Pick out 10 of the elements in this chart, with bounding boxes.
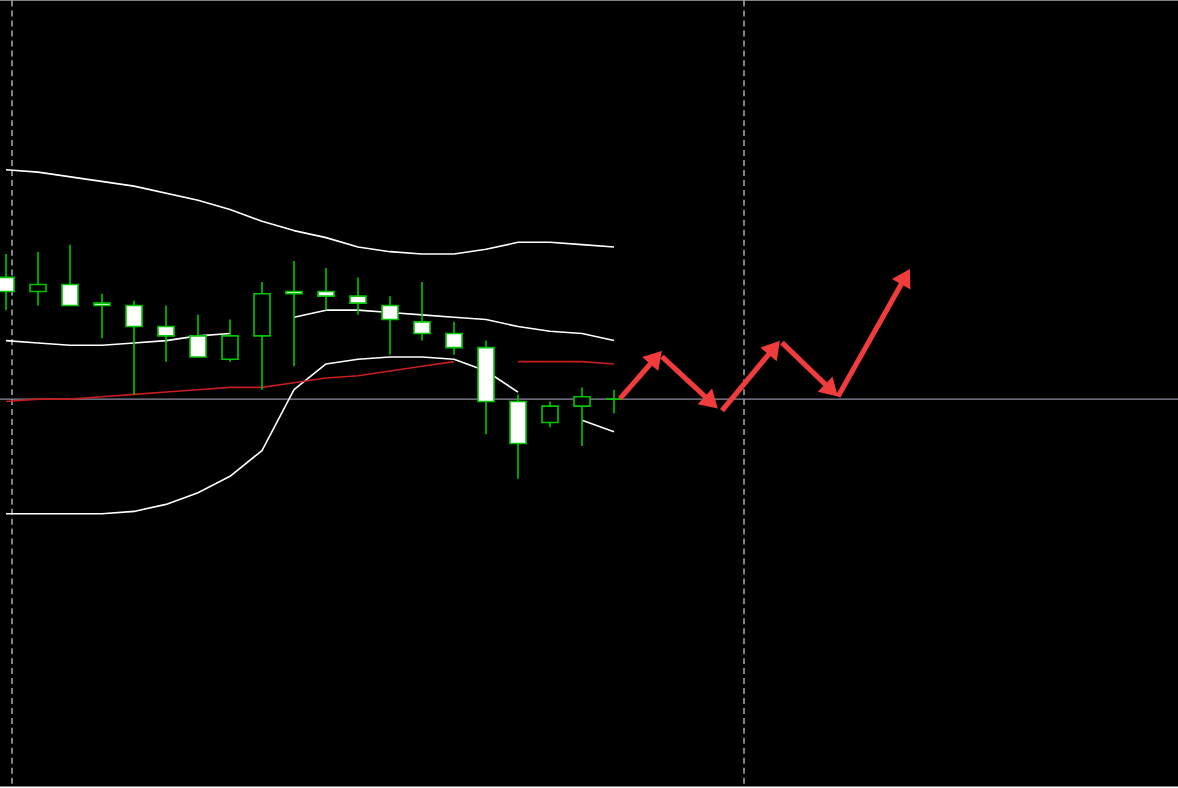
- candlestick: [29, 251, 47, 307]
- candlestick: [0, 253, 15, 312]
- candlestick: [253, 281, 271, 391]
- candlestick: [605, 389, 623, 415]
- candlestick: [221, 319, 239, 363]
- candlestick: [573, 386, 591, 448]
- candlestick: [61, 244, 79, 307]
- candlestick: [93, 293, 111, 340]
- candlestick: [509, 394, 527, 480]
- candlestick: [541, 401, 559, 429]
